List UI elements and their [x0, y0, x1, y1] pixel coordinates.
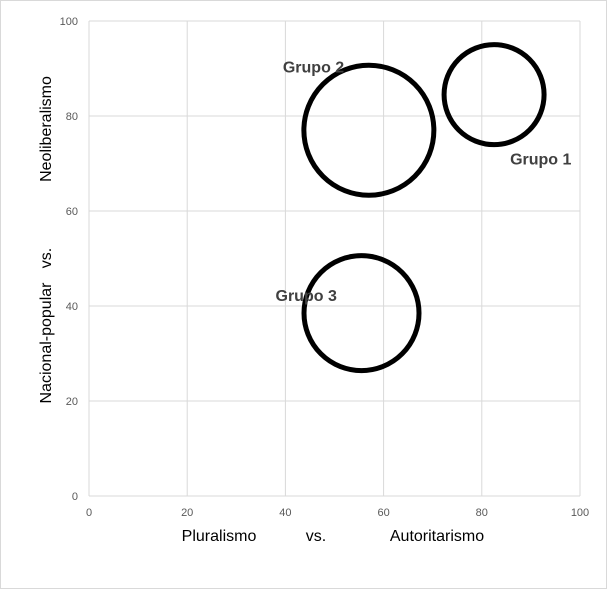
y-axis-word-top: Neoliberalismo	[38, 76, 55, 182]
bubble-label-3: Grupo 3	[276, 288, 337, 305]
y-tick-label: 80	[66, 111, 78, 123]
bubble-1	[441, 42, 547, 148]
x-axis-word-middle: vs.	[306, 528, 326, 545]
x-tick-label: 80	[476, 507, 488, 519]
bubbles	[301, 42, 547, 374]
x-tick-label: 60	[377, 507, 389, 519]
y-axis-word-bottom: Nacional-popular	[38, 282, 55, 404]
y-tick-label: 60	[66, 206, 78, 218]
y-axis-word-middle: vs.	[38, 248, 55, 268]
x-tick-label: 0	[86, 507, 92, 519]
x-axis-word-right: Autoritarismo	[390, 528, 484, 545]
grid	[88, 20, 581, 497]
bubble-labels: Grupo 1 Grupo 2 Grupo 3	[276, 59, 572, 305]
bubble-2	[301, 62, 437, 198]
x-tick-label: 20	[181, 507, 193, 519]
y-tick-label: 0	[72, 491, 78, 503]
y-tick-labels: 0 20 40 60 80 100	[60, 16, 78, 503]
bubble-label-2: Grupo 2	[283, 59, 344, 76]
bubble-label-1: Grupo 1	[510, 152, 571, 169]
y-tick-label: 20	[66, 396, 78, 408]
bubble-3	[301, 253, 422, 374]
x-axis-word-left: Pluralismo	[182, 528, 257, 545]
x-tick-labels: 0 20 40 60 80 100	[86, 507, 589, 519]
y-tick-label: 40	[66, 301, 78, 313]
y-tick-label: 100	[60, 16, 78, 28]
x-tick-label: 40	[279, 507, 291, 519]
x-tick-label: 100	[571, 507, 589, 519]
